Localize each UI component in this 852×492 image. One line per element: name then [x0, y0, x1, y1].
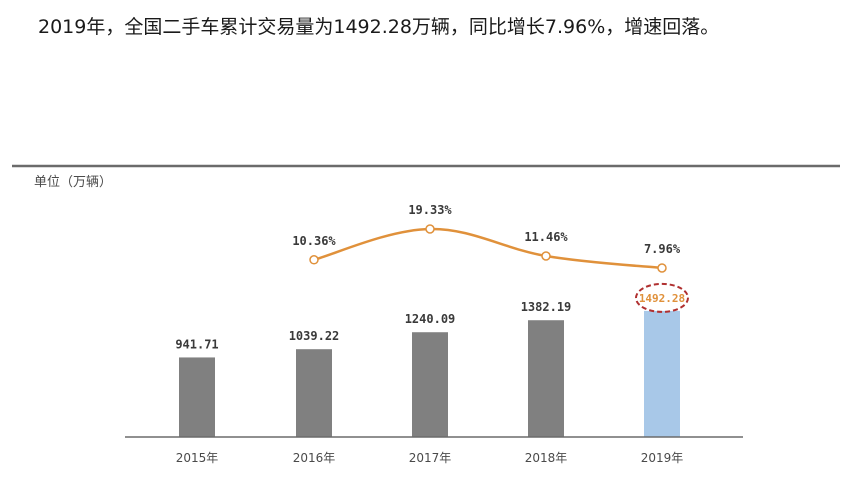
growth-label-2: 19.33%: [408, 203, 452, 217]
bar-value-label-0: 941.71: [175, 337, 218, 351]
bars-layer: 941.71 1039.22 1240.09 1382.19 1492.28: [175, 282, 689, 437]
bar-value-label-2: 1240.09: [405, 312, 456, 326]
growth-point-4: [657, 263, 667, 273]
unit-label: 单位（万辆）: [34, 175, 112, 190]
highlight-ring: [635, 282, 689, 313]
bar-value-label-1: 1039.22: [289, 329, 340, 343]
bar-4: [644, 310, 680, 437]
x-tick-label-2: 2017年: [409, 451, 452, 465]
bar-0: [179, 357, 215, 437]
headline: 2019年，全国二手车累计交易量为1492.28万辆，同比增长7.96%，增速回…: [38, 16, 720, 38]
growth-line-layer: 10.36% 19.33% 11.46% 7.96%: [292, 203, 681, 273]
growth-label-4: 7.96%: [644, 242, 681, 256]
growth-line: [313, 227, 663, 270]
x-tick-label-1: 2016年: [293, 451, 336, 465]
bar-value-label-4: 1492.28: [639, 292, 685, 305]
x-tick-label-0: 2015年: [176, 451, 219, 465]
x-tick-label-3: 2018年: [525, 451, 568, 465]
growth-point-1: [309, 255, 319, 265]
growth-label-1: 10.36%: [292, 234, 336, 248]
bar-1: [296, 349, 332, 437]
x-axis-labels: 2015年 2016年 2017年 2018年 2019年: [176, 451, 684, 465]
x-tick-label-4: 2019年: [641, 451, 684, 465]
bar-value-label-3: 1382.19: [521, 300, 572, 314]
growth-label-3: 11.46%: [524, 230, 568, 244]
growth-point-3: [541, 251, 551, 261]
growth-point-2: [425, 224, 435, 234]
bar-2: [412, 332, 448, 437]
bar-3: [528, 320, 564, 437]
